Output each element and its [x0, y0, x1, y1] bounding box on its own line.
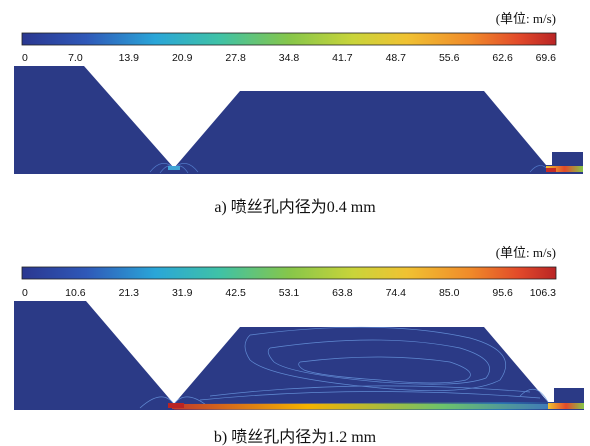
colorbar-tick-label: 31.9 — [172, 287, 193, 299]
outlet-jet-b — [548, 403, 584, 409]
colorbar-tick-label: 27.8 — [225, 52, 246, 64]
colorbar-tick-label: 0 — [22, 52, 28, 64]
colorbar-ticks-b: 0 10.6 21.3 31.9 42.5 53.1 63.8 74.4 85.0 95.6 106… — [22, 287, 556, 299]
colorbar-ticks-a: 0 7.0 13.9 20.9 27.8 34.8 41.7 48.7 55.6 62.6 69.6 — [22, 52, 556, 64]
colorbar-tick-label: 48.7 — [386, 52, 407, 64]
colorbar-tick-label: 13.9 — [119, 52, 140, 64]
colorbar-tick-label: 21.3 — [119, 287, 140, 299]
colorbar-tick-label: 42.5 — [225, 287, 246, 299]
colorbar-tick-label: 62.6 — [492, 52, 513, 64]
colorbar-tick-label: 74.4 — [386, 287, 407, 299]
domain-b — [14, 301, 584, 410]
colorbar-tick-label: 55.6 — [439, 52, 460, 64]
colorbar-tick-label: 41.7 — [332, 52, 353, 64]
colorbar-tick-label: 106.3 — [530, 287, 556, 299]
colorbar-tick-label: 7.0 — [68, 52, 83, 64]
colorbar-tick-label: 34.8 — [279, 52, 300, 64]
bottom-jet-b — [172, 404, 560, 409]
colorbar-tick-label: 0 — [22, 287, 28, 299]
panel-a: (单位: m/s) 0 7.0 13.9 20.9 27.8 34.8 41.7 48.7 55… — [14, 11, 583, 216]
unit-label-b: (单位: m/s) — [496, 245, 556, 260]
outlet-jet-a — [546, 166, 583, 172]
contours-b — [139, 326, 549, 409]
outlet-max-a — [546, 168, 556, 172]
nozzle-jet-a — [168, 166, 180, 170]
colorbar-tick-label: 20.9 — [172, 52, 193, 64]
colorbar-tick-label: 85.0 — [439, 287, 460, 299]
colorbar-tick-label: 69.6 — [536, 52, 557, 64]
nozzle-max-b — [168, 403, 184, 408]
domain-a — [14, 66, 583, 174]
colorbar-b — [21, 266, 557, 280]
colorbar-tick-label: 95.6 — [492, 287, 513, 299]
colorbar-a — [21, 32, 557, 46]
caption-a: a) 喷丝孔内径为0.4 mm — [214, 198, 376, 216]
colorbar-tick-label: 63.8 — [332, 287, 353, 299]
unit-label-a: (单位: m/s) — [496, 11, 556, 26]
colorbar-tick-label: 53.1 — [279, 287, 300, 299]
caption-b: b) 喷丝孔内径为1.2 mm — [214, 428, 377, 446]
panel-b: (单位: m/s) 0 10.6 21.3 31.9 42.5 53.1 63.8 74.4 8… — [14, 245, 584, 446]
colorbar-tick-label: 10.6 — [65, 287, 86, 299]
